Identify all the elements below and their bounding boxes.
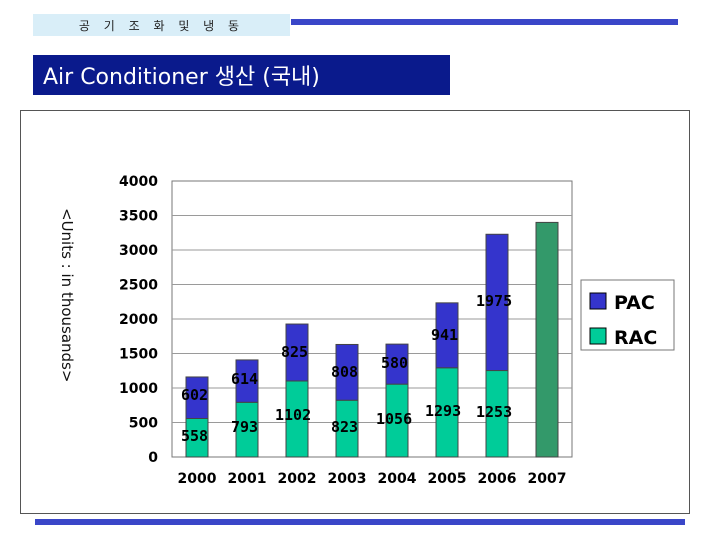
header-rule <box>291 19 678 25</box>
slide-title-text: Air Conditioner 생산 (국내) <box>43 65 320 90</box>
x-tick-label: 2002 <box>278 471 317 487</box>
section-label: 공 기 조 화 및 냉 동 <box>33 14 290 36</box>
data-label-pac: 808 <box>331 363 358 381</box>
footer-rule <box>35 519 685 525</box>
bar-pac-2004 <box>385 343 409 385</box>
bar-pac-2002 <box>285 323 309 382</box>
y-tick-label: 0 <box>148 450 158 466</box>
bar-rac-2007 <box>535 221 559 458</box>
bar-pac-2001 <box>235 359 259 403</box>
y-tick-label: 2000 <box>119 312 158 328</box>
data-label-rac: 1102 <box>275 406 311 424</box>
y-tick-label: 500 <box>129 416 158 432</box>
chart-frame <box>20 110 690 514</box>
x-tick-label: 2007 <box>528 471 567 487</box>
data-label-pac: 941 <box>431 326 458 344</box>
data-label-pac: 825 <box>281 343 308 361</box>
data-label-pac: 614 <box>231 370 258 388</box>
x-tick-label: 2004 <box>378 471 417 487</box>
legend-swatch-pac <box>589 292 607 310</box>
y-axis-units-label: <Units : in thousands> <box>58 208 76 383</box>
data-label-rac: 1253 <box>476 403 512 421</box>
x-tick-label: 2000 <box>178 471 217 487</box>
bar-pac-2005 <box>435 302 459 369</box>
y-tick-label: 2500 <box>119 278 158 294</box>
y-tick-label: 4000 <box>119 174 158 190</box>
x-tick-label: 2003 <box>328 471 367 487</box>
data-label-rac: 1293 <box>425 402 461 420</box>
legend-label-rac: RAC <box>614 327 657 349</box>
slide-title: Air Conditioner 생산 (국내) <box>33 55 450 95</box>
bar-pac-2000 <box>185 376 209 419</box>
legend-label-pac: PAC <box>614 292 655 314</box>
data-label-pac: 580 <box>381 354 408 372</box>
y-tick-label: 1500 <box>119 347 158 363</box>
legend-swatch-rac <box>589 327 607 345</box>
data-label-rac: 823 <box>331 418 358 436</box>
data-label-pac: 1975 <box>476 292 512 310</box>
data-label-rac: 793 <box>231 418 258 436</box>
y-tick-label: 1000 <box>119 381 158 397</box>
x-tick-label: 2001 <box>228 471 267 487</box>
data-label-pac: 602 <box>181 386 208 404</box>
bar-pac-2003 <box>335 343 359 401</box>
x-tick-label: 2005 <box>428 471 467 487</box>
data-label-rac: 1056 <box>376 410 412 428</box>
y-tick-label: 3500 <box>119 209 158 225</box>
bar-pac-2006 <box>485 233 509 372</box>
data-label-rac: 558 <box>181 427 208 445</box>
x-tick-label: 2006 <box>478 471 517 487</box>
y-tick-label: 3000 <box>119 243 158 259</box>
